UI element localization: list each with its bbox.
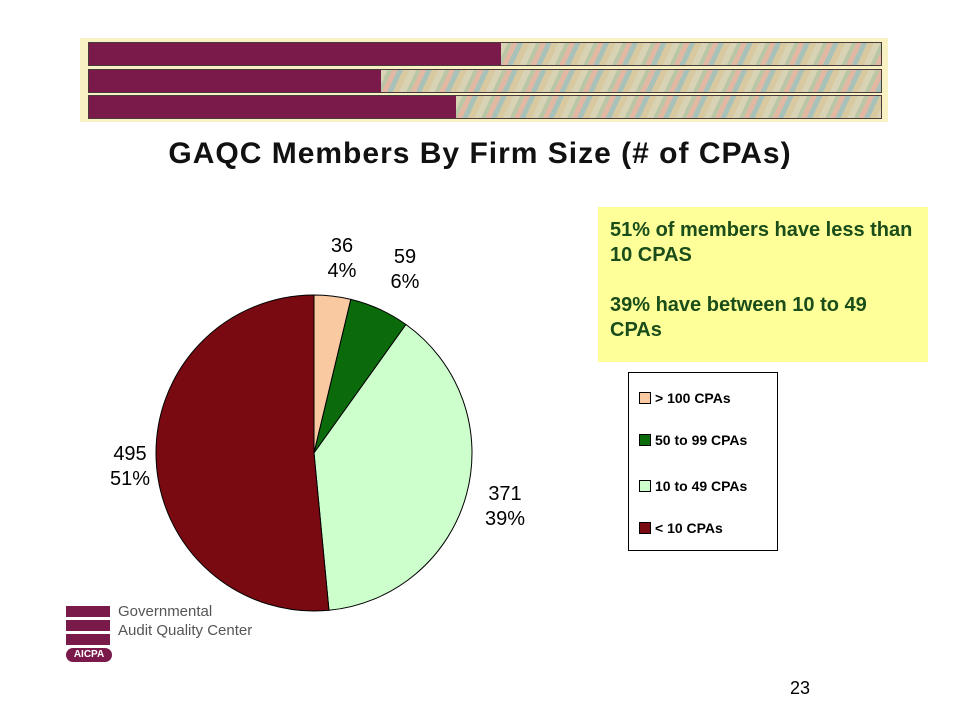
slice-value-label: 59: [394, 246, 416, 268]
slice-percent-label: 39%: [485, 508, 525, 530]
gaqc-logo: Governmental Audit Quality Center AICPA: [66, 603, 266, 664]
callout-line-2: 39% have between 10 to 49 CPAs: [610, 294, 867, 341]
slice-value-label: 495: [113, 443, 146, 465]
pie-slice: [313, 323, 473, 611]
legend-label: 10 to 49 CPAs: [655, 478, 748, 494]
legend-label: > 100 CPAs: [655, 390, 731, 406]
legend-swatch: [639, 434, 651, 446]
legend-swatch: [639, 480, 651, 492]
page-title: GAQC Members By Firm Size (# of CPAs): [168, 137, 792, 170]
slice-value-label: 36: [331, 235, 353, 257]
slice-value-label: 371: [488, 483, 521, 505]
legend-item-50-99: 50 to 99 CPAs: [639, 432, 747, 448]
page-number: 23: [790, 678, 811, 698]
logo-line-1: Governmental: [118, 603, 213, 620]
legend-label: < 10 CPAs: [655, 520, 723, 536]
banner-stripe-1: [88, 42, 882, 66]
banner-stripe-2: [88, 69, 882, 93]
slice-percent-label: 4%: [328, 260, 357, 282]
callout-line-1: 51% of members have less than 10 CPAS: [610, 219, 913, 266]
legend-item-lt10: < 10 CPAs: [639, 520, 723, 536]
banner-stripe-3: [88, 95, 882, 119]
callout-box: 51% of members have less than 10 CPAS 39…: [598, 207, 928, 362]
header-banner: [80, 38, 888, 122]
legend-item-gt100: > 100 CPAs: [639, 390, 731, 406]
pie-slice: [155, 294, 330, 612]
slice-percent-label: 6%: [391, 271, 420, 293]
legend-swatch: [639, 392, 651, 404]
legend-label: 50 to 99 CPAs: [655, 432, 748, 448]
logo-line-2: Audit Quality Center: [118, 622, 253, 639]
legend-swatch: [639, 522, 651, 534]
legend-item-10-49: 10 to 49 CPAs: [639, 478, 747, 494]
chart-legend: > 100 CPAs 50 to 99 CPAs 10 to 49 CPAs <…: [628, 372, 778, 551]
aicpa-badge: AICPA: [66, 648, 112, 662]
slice-percent-label: 51%: [110, 468, 150, 490]
